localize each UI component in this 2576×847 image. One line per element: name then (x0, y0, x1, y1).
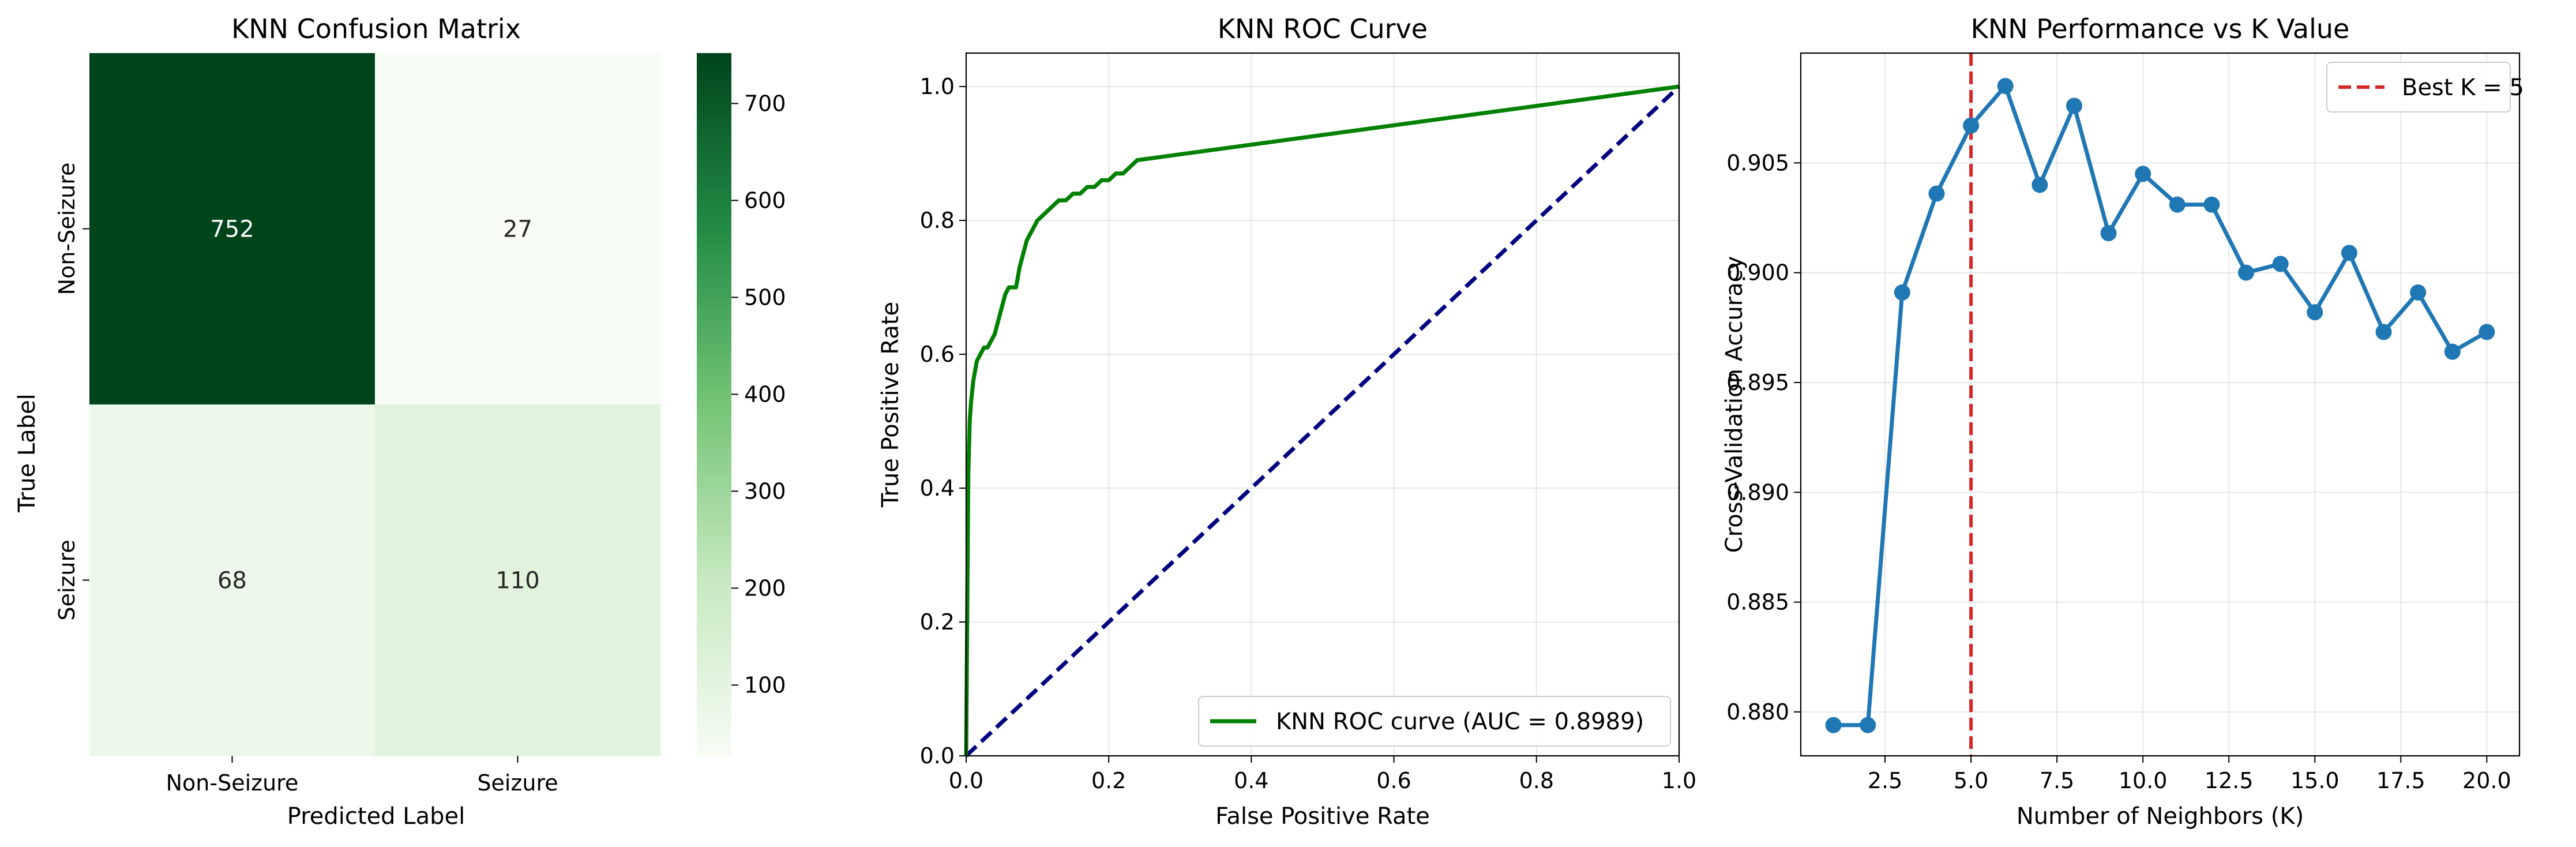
cm-xtick-label: Non-Seizure (166, 770, 299, 796)
roc-ytick-label: 0.8 (920, 208, 955, 233)
cm-cell-value: 27 (503, 216, 532, 243)
k-title: KNN Performance vs K Value (1971, 13, 2350, 44)
roc-curve-line (964, 84, 1680, 756)
cm-cell-value: 752 (210, 216, 254, 243)
k-xtick-label: 15.0 (2290, 768, 2340, 793)
k-accuracy-point (2272, 256, 2289, 272)
k-accuracy-point (2031, 177, 2048, 193)
k-accuracy-point (2410, 284, 2427, 301)
k-accuracy-point (2375, 324, 2392, 340)
k-xtick-label: 5.0 (1954, 768, 1988, 793)
roc-chance-line (964, 85, 1681, 758)
k-accuracy-point (1894, 284, 1910, 301)
k-accuracy-point (2307, 304, 2323, 321)
k-xtick-label: 7.5 (2040, 768, 2074, 793)
cm-colorbar-label: 400 (744, 381, 786, 407)
cm-colorbar (697, 53, 731, 756)
cm-colorbar-label: 200 (744, 575, 786, 601)
cm-xtick-label: Seizure (477, 770, 558, 796)
k-ytick-label: 0.885 (1726, 590, 1789, 615)
cm-cell (375, 404, 661, 756)
cm-xlabel: Predicted Label (287, 803, 465, 830)
cm-ytick-label: Non-Seizure (54, 163, 80, 295)
roc-ytick-label: 1.0 (920, 74, 955, 99)
k-accuracy-point (2169, 196, 2186, 213)
k-xtick-label: 2.5 (1868, 768, 1902, 793)
k-accuracy-point (2444, 343, 2461, 360)
k-xlabel: Number of Neighbors (K) (2017, 803, 2304, 830)
cm-cell (375, 53, 661, 405)
roc-xtick-label: 0.4 (1234, 768, 1268, 793)
k-xtick-label: 10.0 (2119, 768, 2168, 793)
k-xtick-label: 20.0 (2462, 768, 2511, 793)
roc-xtick-label: 1.0 (1662, 768, 1696, 793)
roc-ytick-label: 0.2 (920, 609, 955, 635)
k-accuracy-point (2479, 324, 2495, 340)
roc-legend-label: KNN ROC curve (AUC = 0.8989) (1276, 709, 1644, 735)
roc-ylabel: True Positive Rate (877, 302, 904, 508)
k-plot-frame (1800, 52, 2521, 757)
k-xtick-label: 17.5 (2376, 768, 2425, 793)
cm-cell-value: 68 (217, 568, 247, 594)
cm-colorbar-label: 600 (744, 188, 786, 213)
cm-colorbar-label: 500 (744, 284, 786, 310)
k-performance-panel: KNN Performance vs K Value 2.5 5.0 7.5 10.0… (1721, 13, 2524, 830)
k-legend: Best K = 5 (2326, 62, 2524, 113)
roc-title: KNN ROC Curve (1218, 13, 1428, 44)
roc-xlabel: False Positive Rate (1215, 803, 1430, 830)
cm-ylabel: True Label (14, 393, 40, 513)
k-ylabel: Cross-Validation Accuracy (1721, 256, 1748, 553)
k-xtick-label: 12.5 (2205, 768, 2254, 793)
roc-plot-frame (965, 52, 1680, 757)
k-accuracy-point (2238, 264, 2255, 281)
k-ytick-label: 0.900 (1726, 260, 1789, 286)
k-accuracy-point (1860, 717, 1876, 733)
cm-colorbar-label: 700 (744, 91, 786, 116)
k-ytick-label: 0.895 (1726, 370, 1789, 395)
cm-cell (89, 404, 375, 756)
cm-colorbar-label: 100 (744, 672, 786, 698)
cm-ytick-label: Seizure (54, 539, 80, 620)
k-accuracy-point (2341, 245, 2357, 261)
k-accuracy-point (2066, 98, 2082, 114)
k-ytick-label: 0.905 (1726, 150, 1789, 175)
confusion-matrix-panel: KNN Confusion Matrix 752 27 68 110 Non-Seiz… (14, 13, 786, 830)
k-accuracy-point (1963, 117, 1980, 134)
k-accuracy-line (1833, 84, 2488, 728)
roc-ytick-label: 0.0 (920, 743, 955, 769)
roc-xtick-label: 0.6 (1376, 768, 1411, 793)
k-ytick-label: 0.880 (1726, 699, 1789, 725)
cm-cell (89, 53, 375, 405)
roc-xtick-label: 0.2 (1091, 768, 1126, 793)
roc-curve-panel: KNN ROC Curve 0.0 0.2 0.4 0.6 0.8 1.0 0.0 0.2 0… (877, 13, 1696, 830)
roc-legend: KNN ROC curve (AUC = 0.8989) (1198, 696, 1671, 747)
roc-ytick-label: 0.6 (920, 342, 955, 367)
k-accuracy-point (1928, 185, 1945, 202)
cm-cell-value: 110 (495, 568, 539, 594)
roc-ytick-label: 0.4 (920, 475, 955, 501)
k-accuracy-point (2100, 225, 2117, 242)
cm-colorbar-label: 300 (744, 478, 786, 504)
k-legend-label: Best K = 5 (2402, 74, 2524, 101)
k-accuracy-point (1997, 78, 2014, 95)
cm-title: KNN Confusion Matrix (231, 13, 521, 44)
k-accuracy-point (2203, 196, 2220, 213)
roc-xtick-label: 0.8 (1519, 768, 1554, 793)
k-ytick-label: 0.890 (1726, 479, 1789, 505)
roc-xtick-label: 0.0 (949, 768, 983, 793)
k-accuracy-point (2135, 166, 2151, 182)
k-accuracy-point (1825, 717, 1842, 733)
